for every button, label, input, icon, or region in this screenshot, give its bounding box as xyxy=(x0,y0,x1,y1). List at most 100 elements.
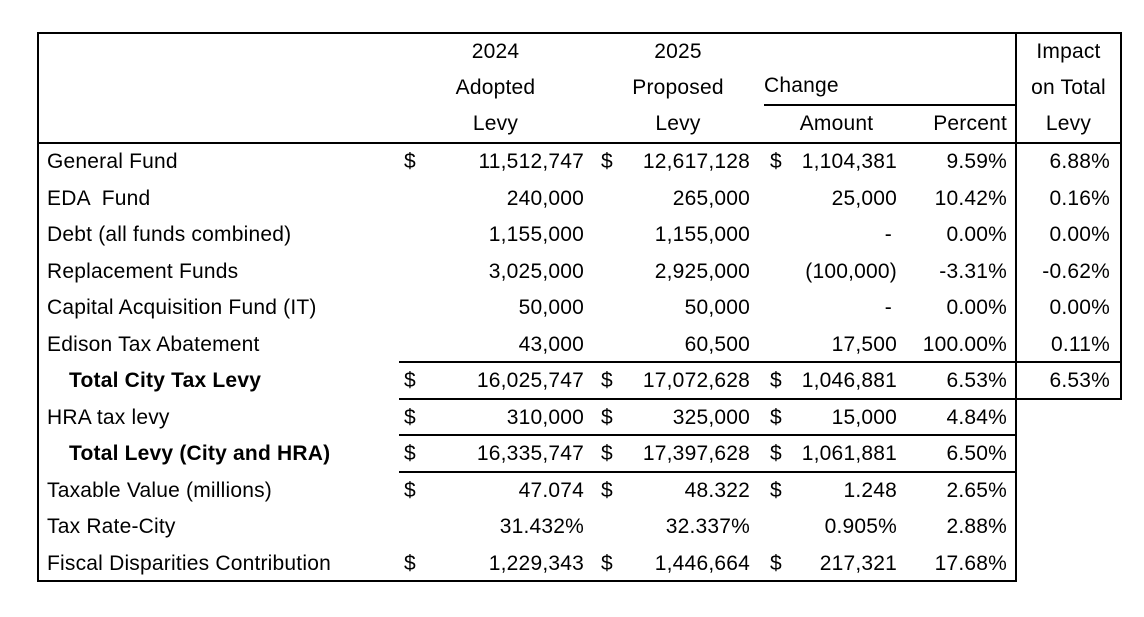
table-row: Capital Acquisition Fund (IT) 50,000 50,00… xyxy=(39,290,1122,327)
cell-value: 47.074 xyxy=(518,478,584,502)
cell-2024-levy: $310,000 xyxy=(399,400,592,436)
cell-value: 0.905% xyxy=(824,515,897,538)
cell-value: 15,000 xyxy=(831,405,897,429)
cell-value: 50,000 xyxy=(518,296,584,319)
cell-value: 240,000 xyxy=(506,186,584,210)
header-2024-line2: Adopted xyxy=(455,76,536,99)
row-label: HRA tax levy xyxy=(47,405,170,429)
cell-value: 1,046,881 xyxy=(801,369,897,392)
cell-change-amount: $1.248 xyxy=(764,473,909,510)
dollar-sign: $ xyxy=(770,478,782,502)
cell-change-amount: (100,000) xyxy=(764,254,909,291)
row-label: EDA Fund xyxy=(47,186,151,210)
cell-change-amount: - xyxy=(764,290,909,327)
cell-change-amount: 17,500 xyxy=(764,327,909,363)
cell-value: 2,925,000 xyxy=(654,259,750,283)
cell-2024-levy: $1,229,343 xyxy=(399,546,592,582)
cell-change-percent: 2.65% xyxy=(909,472,1017,509)
header-impact-on-total-levy: Impact on Total Levy xyxy=(1017,34,1122,144)
cell-change-percent: -3.31% xyxy=(909,253,1017,290)
cell-change-percent: 6.50% xyxy=(909,436,1017,473)
cell-value: 32.337% xyxy=(665,515,750,538)
cell-change-amount: $217,321 xyxy=(764,546,909,582)
header-percent-label: Percent xyxy=(933,112,1007,135)
cell-value: 1,155,000 xyxy=(488,223,584,246)
header-2025-proposed-levy: 2025 Proposed Levy xyxy=(592,34,764,144)
cell-2025-levy: 32.337% xyxy=(592,509,764,546)
levy-comparison-table: 2024 Adopted Levy 2025 Proposed Levy Cha… xyxy=(37,32,1122,582)
cell-value: 43,000 xyxy=(518,332,584,356)
header-change-label: Change xyxy=(764,74,839,97)
dollar-sign: $ xyxy=(404,551,416,575)
cell-value: 1,061,881 xyxy=(801,442,897,465)
cell-value: 310,000 xyxy=(506,405,584,429)
header-amount-label: Amount xyxy=(799,112,874,135)
cell-value: - xyxy=(884,223,892,246)
cell-value: 48.322 xyxy=(684,478,750,502)
cell-2025-levy: 50,000 xyxy=(592,290,764,327)
cell-value: 12,617,128 xyxy=(642,150,750,173)
table-row: HRA tax levy $310,000 $325,000 $15,000 4.84% xyxy=(39,399,1122,437)
cell-impact-on-total-levy xyxy=(1017,473,1122,510)
row-label: Debt (all funds combined) xyxy=(47,223,292,246)
cell-2025-levy: $1,446,664 xyxy=(592,546,764,582)
cell-impact-on-total-levy xyxy=(1017,436,1122,473)
cell-2025-levy: $17,397,628 xyxy=(592,436,764,473)
cell-change-percent: 0.00% xyxy=(909,217,1017,254)
cell-value: 25,000 xyxy=(831,186,897,210)
dollar-sign: $ xyxy=(770,551,782,575)
dollar-sign: $ xyxy=(404,478,416,502)
header-impact-line2: on Total xyxy=(1031,76,1106,99)
table-body: General Fund $11,512,747 $12,617,128 $1,104… xyxy=(39,144,1122,582)
cell-impact-on-total-levy xyxy=(1017,546,1122,583)
cell-2024-levy: 50,000 xyxy=(399,290,592,327)
cell-2024-levy: 43,000 xyxy=(399,327,592,363)
cell-value: 31.432% xyxy=(499,515,584,538)
cell-value: 50,000 xyxy=(684,296,750,319)
dollar-sign: $ xyxy=(601,405,613,429)
dollar-sign: $ xyxy=(601,369,613,392)
table-row: Replacement Funds 3,025,000 2,925,000 (100,… xyxy=(39,253,1122,291)
cell-change-amount: $1,061,881 xyxy=(764,436,909,473)
cell-value: 1,155,000 xyxy=(654,223,750,246)
table-row: Total City Tax Levy $16,025,747 $17,072,62… xyxy=(39,363,1122,400)
cell-2025-levy: 1,155,000 xyxy=(592,217,764,254)
cell-change-percent: 6.53% xyxy=(909,363,1017,400)
cell-value: (100,000) xyxy=(805,259,897,283)
cell-2025-levy: 2,925,000 xyxy=(592,254,764,291)
cell-2025-levy: $48.322 xyxy=(592,473,764,510)
cell-change-percent: 9.59% xyxy=(909,144,1017,181)
dollar-sign: $ xyxy=(601,551,613,575)
dollar-sign: $ xyxy=(404,442,416,465)
header-change-group: Change Amount Percent xyxy=(764,34,1017,144)
cell-value: 16,025,747 xyxy=(476,369,584,392)
table-row: EDA Fund 240,000 265,000 25,000 10.42% 0.16% xyxy=(39,180,1122,217)
header-impact-line3: Levy xyxy=(1045,112,1092,135)
cell-change-amount: $15,000 xyxy=(764,400,909,436)
cell-impact-on-total-levy: 0.11% xyxy=(1017,326,1122,363)
cell-impact-on-total-levy xyxy=(1017,400,1122,437)
header-2024-adopted-levy: 2024 Adopted Levy xyxy=(399,34,592,144)
cell-impact-on-total-levy: 6.53% xyxy=(1017,363,1122,400)
cell-change-percent: 4.84% xyxy=(909,399,1017,436)
dollar-sign: $ xyxy=(601,478,613,502)
table-row: Tax Rate-City 31.432% 32.337% 0.905% 2.88% xyxy=(39,509,1122,546)
row-label: General Fund xyxy=(47,150,178,173)
row-label: Tax Rate-City xyxy=(47,515,176,538)
cell-value: - xyxy=(884,296,892,319)
cell-impact-on-total-levy: 0.00% xyxy=(1017,217,1122,254)
cell-value: 17,072,628 xyxy=(642,369,750,392)
table-header: 2024 Adopted Levy 2025 Proposed Levy Cha… xyxy=(39,34,1122,144)
cell-2024-levy: $11,512,747 xyxy=(399,144,592,181)
row-label: Taxable Value (millions) xyxy=(47,478,273,502)
dollar-sign: $ xyxy=(770,150,782,173)
header-impact-line1: Impact xyxy=(1036,40,1101,63)
header-2025-line1: 2025 xyxy=(654,40,702,63)
cell-change-percent: 2.88% xyxy=(909,509,1017,546)
cell-change-amount: - xyxy=(764,217,909,254)
cell-change-percent: 17.68% xyxy=(909,545,1017,582)
cell-impact-on-total-levy: 0.16% xyxy=(1017,180,1122,217)
dollar-sign: $ xyxy=(601,442,613,465)
cell-value: 3,025,000 xyxy=(488,259,584,283)
dollar-sign: $ xyxy=(404,369,416,392)
